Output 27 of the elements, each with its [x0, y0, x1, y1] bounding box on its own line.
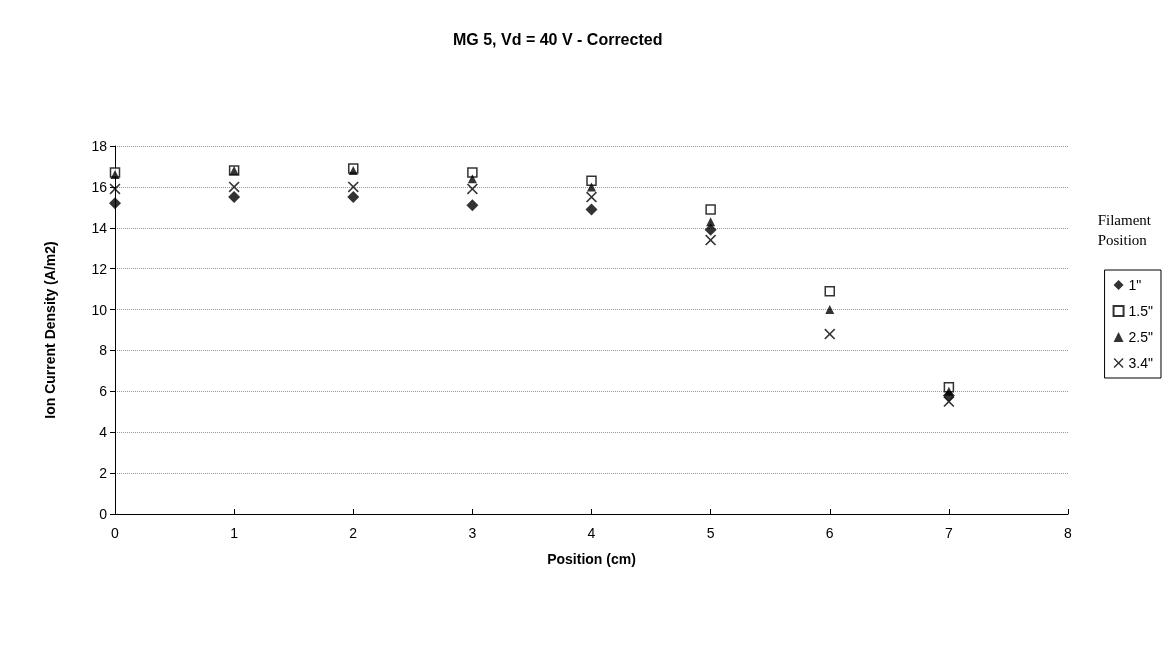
y-tick-label: 14 [91, 219, 108, 236]
x-tick-label: 2 [349, 525, 358, 541]
y-tick-label: 8 [99, 342, 108, 359]
x-tick-label: 7 [944, 525, 953, 541]
legend-label: 1.5" [1128, 303, 1154, 319]
y-tick-label: 2 [99, 465, 108, 482]
x-tick-label: 0 [111, 525, 120, 541]
y-tick-label: 12 [91, 260, 108, 277]
x-tick-label: 1 [230, 525, 239, 541]
legend-label: 3.4" [1128, 355, 1154, 371]
legend-label: 1" [1128, 277, 1142, 293]
y-axis-title: Ion Current Density (A/m2) [42, 241, 58, 419]
x-axis-title: Position (cm) [547, 551, 636, 567]
y-tick-label: 10 [91, 301, 108, 318]
legend-label: 2.5" [1128, 329, 1154, 345]
x-tick-label: 4 [587, 525, 596, 541]
legend-title: Filament Position [1097, 212, 1152, 248]
y-tick-label: 18 [91, 138, 108, 154]
x-tick-label: 5 [706, 525, 715, 541]
x-tick-label: 8 [1064, 525, 1073, 541]
y-tick-label: 6 [99, 383, 108, 400]
chart-title: MG 5, Vd = 40 V - Corrected [453, 30, 663, 48]
y-tick-label: 16 [91, 178, 108, 195]
y-tick-label: 4 [99, 424, 108, 441]
x-tick-label: 3 [468, 525, 477, 541]
y-tick-label: 0 [99, 506, 108, 522]
x-tick-label: 6 [825, 525, 834, 541]
